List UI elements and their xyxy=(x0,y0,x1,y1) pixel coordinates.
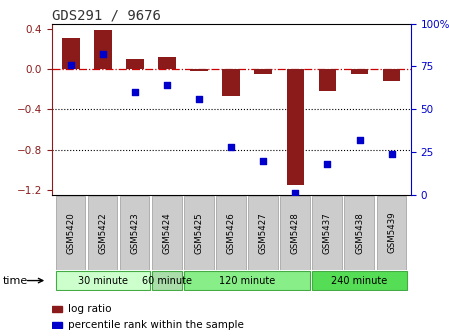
Text: GSM5428: GSM5428 xyxy=(291,212,300,254)
Bar xyxy=(52,322,62,328)
Text: GSM5426: GSM5426 xyxy=(227,212,236,254)
Text: GSM5425: GSM5425 xyxy=(195,212,204,254)
FancyBboxPatch shape xyxy=(344,196,374,270)
Bar xyxy=(52,306,62,312)
Bar xyxy=(190,69,208,71)
FancyBboxPatch shape xyxy=(216,196,246,270)
Text: GSM5427: GSM5427 xyxy=(259,212,268,254)
Text: GSM5439: GSM5439 xyxy=(387,212,396,253)
Text: GDS291 / 9676: GDS291 / 9676 xyxy=(52,8,160,23)
Bar xyxy=(286,69,304,185)
FancyBboxPatch shape xyxy=(120,196,150,270)
Text: time: time xyxy=(2,276,27,286)
FancyBboxPatch shape xyxy=(280,196,310,270)
Text: GSM5437: GSM5437 xyxy=(323,212,332,254)
Point xyxy=(196,96,203,101)
Text: GSM5420: GSM5420 xyxy=(66,212,75,254)
FancyBboxPatch shape xyxy=(184,196,214,270)
Point xyxy=(292,191,299,196)
Bar xyxy=(351,69,368,74)
Bar xyxy=(94,30,112,69)
Text: 240 minute: 240 minute xyxy=(331,276,387,286)
Point xyxy=(163,83,171,88)
FancyBboxPatch shape xyxy=(377,196,406,270)
Text: 60 minute: 60 minute xyxy=(142,276,192,286)
Text: GSM5422: GSM5422 xyxy=(98,212,107,254)
Bar xyxy=(255,69,272,74)
Text: GSM5423: GSM5423 xyxy=(131,212,140,254)
Text: GSM5438: GSM5438 xyxy=(355,212,364,254)
FancyBboxPatch shape xyxy=(313,271,407,290)
Text: log ratio: log ratio xyxy=(68,304,111,314)
Bar xyxy=(319,69,336,91)
FancyBboxPatch shape xyxy=(56,271,150,290)
Point xyxy=(356,137,363,143)
Text: GSM5424: GSM5424 xyxy=(163,212,172,254)
Point xyxy=(388,151,395,157)
Bar xyxy=(222,69,240,96)
Bar xyxy=(158,57,176,69)
Bar xyxy=(126,59,144,69)
FancyBboxPatch shape xyxy=(152,196,181,270)
FancyBboxPatch shape xyxy=(152,271,182,290)
Point xyxy=(132,89,139,95)
Text: 30 minute: 30 minute xyxy=(78,276,128,286)
Point xyxy=(324,161,331,167)
Text: 120 minute: 120 minute xyxy=(219,276,275,286)
Point xyxy=(67,62,75,67)
Point xyxy=(228,144,235,150)
Text: percentile rank within the sample: percentile rank within the sample xyxy=(68,321,244,330)
Point xyxy=(260,158,267,163)
Point xyxy=(99,52,106,57)
FancyBboxPatch shape xyxy=(313,196,342,270)
Bar xyxy=(62,38,80,69)
FancyBboxPatch shape xyxy=(184,271,310,290)
Bar xyxy=(383,69,401,81)
FancyBboxPatch shape xyxy=(56,196,85,270)
FancyBboxPatch shape xyxy=(88,196,117,270)
FancyBboxPatch shape xyxy=(248,196,278,270)
